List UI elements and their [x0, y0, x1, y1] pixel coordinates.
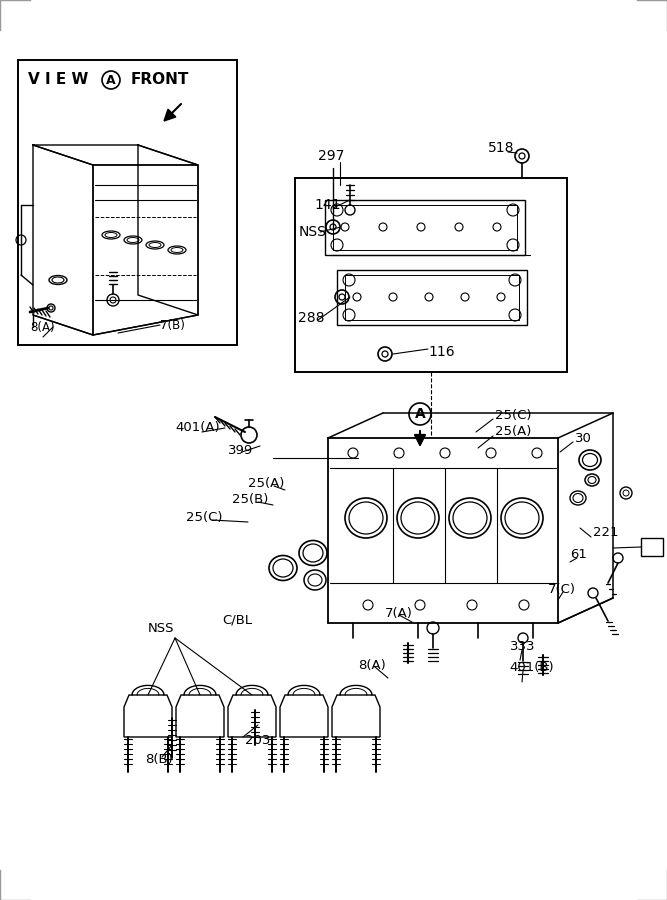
Bar [295, 178, 567, 372]
Text: 30: 30 [575, 431, 592, 445]
Text: 7(B): 7(B) [160, 319, 185, 331]
Text: 288: 288 [298, 311, 325, 325]
Text: 8(A): 8(A) [30, 320, 55, 334]
Text: FRONT: FRONT [131, 73, 189, 87]
Text: 8(A): 8(A) [358, 659, 386, 671]
Text: A: A [415, 407, 426, 421]
Text: NSS: NSS [148, 622, 175, 634]
Text: 401(A): 401(A) [175, 421, 219, 435]
Text: 141: 141 [314, 198, 340, 212]
Text: 61: 61 [570, 548, 587, 562]
Bar [345, 275, 519, 320]
Text: 221: 221 [593, 526, 618, 539]
Text: A: A [106, 74, 116, 86]
Polygon shape [176, 695, 224, 737]
Text: 116: 116 [428, 345, 455, 359]
Text: V I E W: V I E W [28, 73, 88, 87]
Text: NSS: NSS [299, 225, 327, 239]
Polygon shape [280, 695, 328, 737]
Text: C/BL: C/BL [222, 614, 252, 626]
Text: 25(A): 25(A) [495, 426, 532, 438]
Text: 7(C): 7(C) [548, 583, 576, 597]
Text: 399: 399 [228, 444, 253, 456]
Text: 25(C): 25(C) [186, 511, 223, 525]
Polygon shape [124, 695, 172, 737]
Text: 25(A): 25(A) [248, 478, 284, 491]
Polygon shape [332, 695, 380, 737]
Bar [333, 205, 517, 250]
Text: 7(A): 7(A) [385, 607, 413, 619]
Text: 25(C): 25(C) [495, 409, 532, 421]
Bar [641, 538, 663, 556]
Text: 203: 203 [245, 734, 270, 746]
Text: 401(B): 401(B) [509, 662, 554, 674]
Text: 297: 297 [318, 149, 344, 163]
Text: 8(B): 8(B) [145, 752, 173, 766]
Bar [325, 200, 525, 255]
Bar [337, 270, 527, 325]
Text: 25(B): 25(B) [232, 493, 268, 507]
Text: 518: 518 [488, 141, 514, 155]
Text: 333: 333 [510, 641, 536, 653]
Polygon shape [228, 695, 276, 737]
Bar [18, 60, 237, 345]
